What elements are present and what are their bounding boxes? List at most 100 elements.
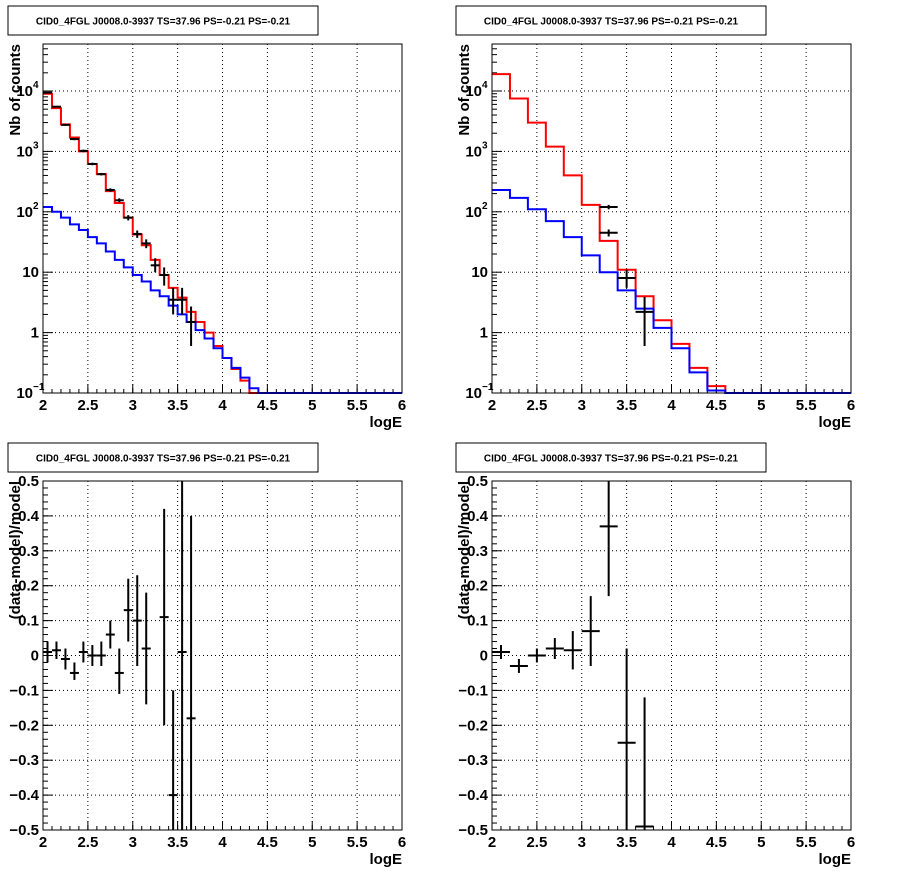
plot-frame: [42, 480, 403, 831]
y-tick-label: 10: [16, 83, 33, 100]
y-axis-title: Nb of counts: [7, 44, 24, 136]
x-tick-label: 4: [667, 397, 676, 414]
y-tick-label: 10: [22, 264, 39, 281]
x-tick-label: 4.5: [706, 397, 727, 414]
x-tick-label: 5: [308, 834, 316, 851]
y-tick-label: −0.3: [458, 752, 488, 769]
x-tick-label: 4.5: [257, 834, 278, 851]
plot-frame: [42, 43, 403, 394]
panel-title-box: [7, 442, 319, 473]
x-tick-label: 6: [847, 397, 855, 414]
x-axis-title: logE: [370, 414, 403, 431]
x-tick-label: 3: [578, 397, 586, 414]
y-tick-label: 0.1: [18, 613, 39, 630]
x-tick-label: 3: [129, 397, 137, 414]
x-tick-label: 3.5: [167, 834, 188, 851]
x-tick-label: 2: [39, 397, 47, 414]
x-tick-label: 3.5: [167, 397, 188, 414]
x-tick-label: 2: [488, 397, 496, 414]
y-tick-label: 0: [480, 648, 488, 665]
y-tick-exponent: 4: [33, 80, 39, 91]
y-tick-label: −0.3: [9, 752, 39, 769]
chart-panel-1: CID0_4FGL J0008.0-3937 TS=37.96 PS=-0.21…: [7, 5, 406, 431]
y-tick-label: 10: [16, 385, 33, 402]
y-tick-label: 10: [465, 204, 482, 221]
y-tick-label: 10: [471, 264, 488, 281]
x-tick-label: 4: [667, 834, 676, 851]
y-tick-label: −0.1: [9, 682, 39, 699]
x-tick-label: 5.5: [347, 397, 368, 414]
x-tick-label: 5: [308, 397, 316, 414]
y-tick-label: −0.2: [9, 717, 39, 734]
y-tick-label: 0.4: [18, 508, 40, 525]
y-tick-label: 10: [465, 83, 482, 100]
x-tick-label: 3: [578, 834, 586, 851]
y-tick-label: 0.2: [467, 578, 488, 595]
x-tick-label: 2.5: [77, 397, 98, 414]
x-tick-label: 6: [847, 834, 855, 851]
y-tick-exponent: 2: [33, 201, 39, 212]
y-tick-label: 10: [465, 385, 482, 402]
y-tick-exponent: 2: [482, 201, 488, 212]
x-tick-label: 5.5: [347, 834, 368, 851]
x-axis-title: logE: [370, 851, 403, 868]
chart-panel-3: CID0_4FGL J0008.0-3937 TS=37.96 PS=-0.21…: [7, 442, 406, 868]
y-tick-label: 0.5: [467, 473, 488, 490]
y-tick-label: 0.2: [18, 578, 39, 595]
x-tick-label: 2.5: [526, 397, 547, 414]
panel-title-box: [455, 5, 767, 36]
y-axis-title: Nb of counts: [456, 44, 473, 136]
plot-frame: [491, 43, 852, 394]
x-tick-label: 5.5: [796, 397, 817, 414]
y-tick-label: −0.1: [458, 682, 488, 699]
y-tick-label: −0.4: [458, 787, 488, 804]
panel-title: CID0_4FGL J0008.0-3937 TS=37.96 PS=-0.21…: [484, 454, 739, 465]
x-tick-label: 4: [218, 834, 227, 851]
x-tick-label: 3: [129, 834, 137, 851]
y-tick-label: −0.2: [458, 717, 488, 734]
x-tick-label: 2.5: [77, 834, 98, 851]
y-tick-label: 10: [16, 143, 33, 160]
x-tick-label: 3.5: [616, 834, 637, 851]
y-tick-exponent: 3: [33, 140, 39, 151]
plot-frame: [491, 480, 852, 831]
panel-title: CID0_4FGL J0008.0-3937 TS=37.96 PS=-0.21…: [36, 454, 291, 465]
x-axis-title: logE: [819, 414, 852, 431]
panel-title: CID0_4FGL J0008.0-3937 TS=37.96 PS=-0.21…: [36, 17, 291, 28]
x-tick-label: 2: [39, 834, 47, 851]
panel-title: CID0_4FGL J0008.0-3937 TS=37.96 PS=-0.21…: [484, 17, 739, 28]
y-tick-label: −0.5: [458, 822, 488, 839]
x-tick-label: 3.5: [616, 397, 637, 414]
y-tick-label: 1: [480, 325, 488, 342]
x-tick-label: 5: [757, 834, 765, 851]
y-tick-label: 0.4: [467, 508, 489, 525]
y-tick-label: −0.5: [9, 822, 39, 839]
x-tick-label: 5: [757, 397, 765, 414]
x-tick-label: 4: [218, 397, 227, 414]
x-tick-label: 4.5: [706, 834, 727, 851]
y-axis-title: (data-model)/model: [7, 481, 24, 619]
y-tick-label: −0.4: [9, 787, 39, 804]
y-tick-exponent: −1: [482, 382, 494, 393]
y-tick-label: 0: [31, 648, 39, 665]
y-tick-label: 10: [465, 143, 482, 160]
y-tick-label: 0.5: [18, 473, 39, 490]
x-tick-label: 2.5: [526, 834, 547, 851]
panel-title-box: [455, 442, 767, 473]
chart-panel-2: CID0_4FGL J0008.0-3937 TS=37.96 PS=-0.21…: [455, 5, 855, 431]
y-tick-exponent: −1: [33, 382, 45, 393]
y-tick-exponent: 4: [482, 80, 488, 91]
x-tick-label: 5.5: [796, 834, 817, 851]
x-tick-label: 4.5: [257, 397, 278, 414]
y-axis-title: (data-model)/model: [456, 481, 473, 619]
x-tick-label: 2: [488, 834, 496, 851]
x-tick-label: 6: [398, 834, 406, 851]
y-tick-label: 10: [16, 204, 33, 221]
y-tick-label: 0.3: [18, 543, 39, 560]
y-tick-exponent: 3: [482, 140, 488, 151]
x-tick-label: 6: [398, 397, 406, 414]
x-axis-title: logE: [819, 851, 852, 868]
chart-panel-4: CID0_4FGL J0008.0-3937 TS=37.96 PS=-0.21…: [455, 442, 855, 868]
panel-title-box: [7, 5, 319, 36]
